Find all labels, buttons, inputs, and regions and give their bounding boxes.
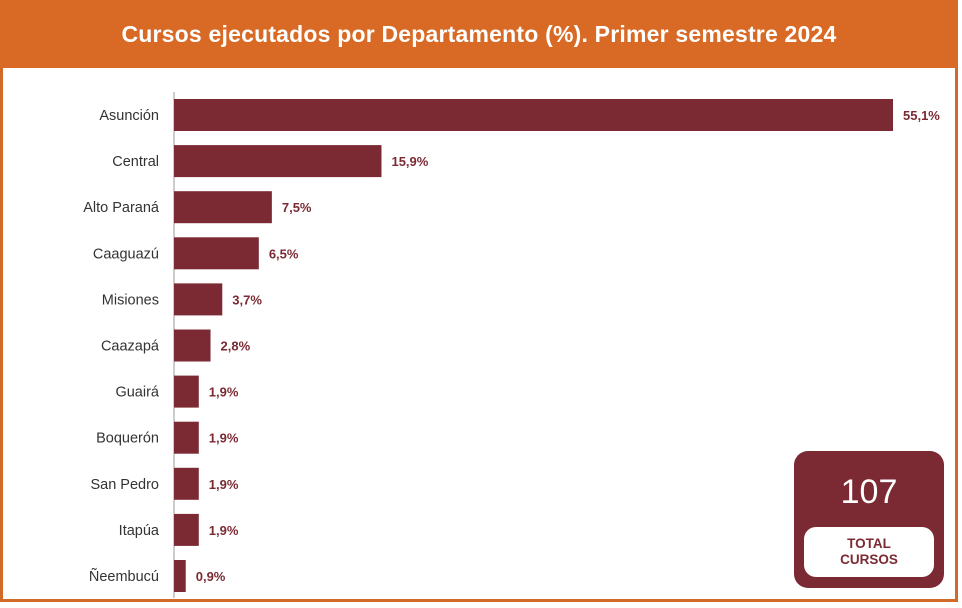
category-label: Boquerón [96,431,159,447]
chart-title: Cursos ejecutados por Departamento (%). … [121,20,837,47]
value-label: 55,1% [903,108,940,123]
category-label: Ñeembucú [89,568,159,585]
value-label: 6,5% [269,246,299,261]
value-label: 1,9% [209,523,239,538]
bar [174,375,199,408]
bar [174,513,199,546]
category-label: Alto Paraná [83,200,160,216]
total-courses-label-pill: TOTAL CURSOS [804,527,934,577]
category-label: San Pedro [90,477,159,493]
category-label: Caaguazú [93,246,159,262]
value-label: 1,9% [209,431,239,446]
bar [174,283,223,316]
value-label: 7,5% [282,200,312,215]
bar [174,237,259,270]
category-label: Asunción [99,108,159,124]
bar [174,99,893,131]
bar [174,329,211,362]
category-label: Misiones [102,292,159,308]
category-label: Caazapá [101,339,160,355]
bar [174,191,272,224]
category-label: Central [112,154,159,170]
bar-chart: Asunción 55,1% Central 15,9% Alto Paraná 7,5%… [83,92,940,598]
chart-header: Cursos ejecutados por Departamento (%). … [0,0,958,68]
value-label: 15,9% [391,154,428,169]
bar [174,145,382,178]
category-label: Guairá [115,385,159,401]
bars-group: Asunción 55,1% Central 15,9% Alto Paraná 7,5%… [83,92,940,598]
bar [174,421,199,454]
value-label: 1,9% [209,477,239,492]
bar [174,560,186,592]
value-label: 3,7% [232,292,262,307]
total-courses-value: 107 [840,473,898,511]
category-label: Itapúa [119,523,160,539]
total-courses-card: 107 TOTAL CURSOS [794,451,944,588]
value-label: 2,8% [221,339,251,354]
value-label: 0,9% [196,569,226,584]
value-label: 1,9% [209,385,239,400]
bar [174,467,199,500]
total-courses-label: TOTAL CURSOS [840,536,898,567]
